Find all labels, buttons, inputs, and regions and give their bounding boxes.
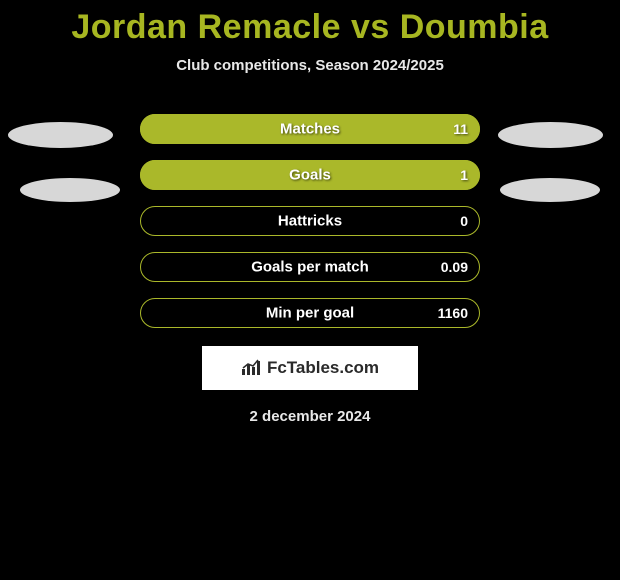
page-title: Jordan Remacle vs Doumbia <box>0 0 620 47</box>
date-line: 2 december 2024 <box>0 408 620 425</box>
stat-row: Goals1 <box>140 160 480 190</box>
decorative-ellipse <box>20 178 120 202</box>
decorative-ellipse <box>8 122 113 148</box>
logo-text: FcTables.com <box>267 358 379 378</box>
stat-bar-outline <box>140 252 480 282</box>
stats-container: Matches11 Goals1 Hattricks0 Goals per match… <box>0 114 620 425</box>
logo: FcTables.com <box>241 358 379 378</box>
stat-row: Goals per match0.09 <box>140 252 480 282</box>
stat-row: Hattricks0 <box>140 206 480 236</box>
decorative-ellipse <box>500 178 600 202</box>
stat-bar-outline <box>140 206 480 236</box>
chart-icon <box>241 359 263 377</box>
decorative-ellipse <box>498 122 603 148</box>
stat-bar-outline <box>140 298 480 328</box>
stat-row: Min per goal1160 <box>140 298 480 328</box>
subtitle: Club competitions, Season 2024/2025 <box>0 57 620 74</box>
stat-bar-fill <box>140 160 480 190</box>
stat-bar-fill <box>140 114 480 144</box>
stat-row: Matches11 <box>140 114 480 144</box>
logo-box: FcTables.com <box>202 346 418 390</box>
